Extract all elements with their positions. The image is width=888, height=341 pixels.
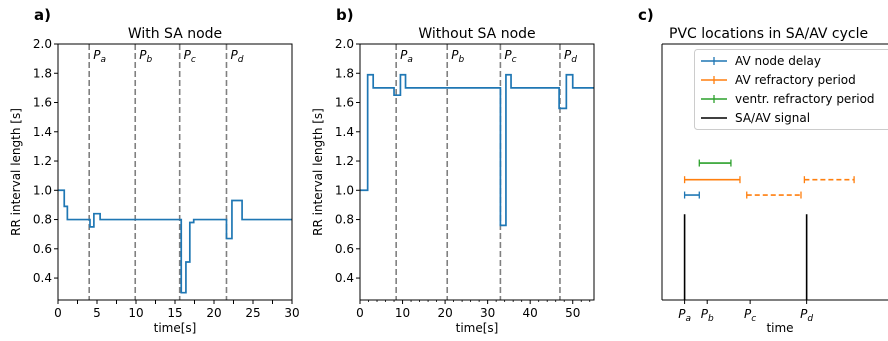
y-tick-label: 1.6 (335, 96, 354, 110)
x-tick-label: 0 (356, 306, 364, 320)
x-tick-label: Pd (800, 307, 813, 324)
y-tick-label: 1.0 (33, 183, 52, 197)
marker-label-subscript: d (238, 55, 244, 65)
y-tick-label: 0.4 (33, 271, 52, 285)
y-tick-label: 1.8 (33, 66, 52, 80)
marker-label-letter: P (139, 48, 147, 62)
x-tick-label-subscript: c (751, 314, 756, 324)
chart-title: With SA node (128, 26, 222, 42)
y-tick-label: 1.4 (335, 125, 354, 139)
x-tick-label: 25 (245, 306, 260, 320)
x-tick-label-subscript: b (708, 314, 714, 324)
marker-label-letter: P (504, 48, 512, 62)
marker-label-subscript: c (512, 55, 517, 65)
panel-label: a) (34, 6, 51, 24)
x-tick-label: Pa (678, 307, 691, 324)
y-tick-label: 2.0 (335, 37, 354, 51)
legend-label: SA/AV signal (735, 111, 810, 125)
y-tick-label: 0.6 (33, 242, 52, 256)
x-tick-label-subscript: a (685, 314, 691, 324)
x-tick-label: Pb (701, 307, 714, 324)
panel-label: b) (336, 6, 354, 24)
marker-label-subscript: b (146, 55, 152, 65)
legend: AV node delay AV refractory period ventr. … (694, 49, 888, 130)
x-tick-label-letter: P (701, 307, 709, 321)
y-axis-label: RR interval length [s] (311, 108, 325, 236)
x-tick-label-letter: P (678, 307, 686, 321)
y-tick-label: 0.8 (335, 213, 354, 227)
y-tick-label: 1.6 (33, 96, 52, 110)
y-tick-label: 1.0 (335, 183, 354, 197)
marker-label-letter: P (184, 48, 192, 62)
plot-frame (57, 43, 293, 301)
x-tick-label: 40 (523, 306, 538, 320)
y-tick-label: 1.2 (335, 154, 354, 168)
x-tick-label: 20 (437, 306, 452, 320)
x-tick-label: 15 (167, 306, 182, 320)
plot-frame (359, 43, 595, 301)
x-tick-label-letter: P (800, 307, 808, 321)
legend-box (694, 49, 888, 130)
marker-label-letter: P (400, 48, 408, 62)
panel-label: c) (638, 6, 654, 24)
x-axis-label: time (766, 321, 793, 335)
panel-b: b) Without SA node 0.4 0.6 0.8 1.0 1.2 1.4 1.6 1.… (311, 6, 595, 335)
y-axis-label: RR interval length [s] (9, 108, 23, 236)
marker-label-subscript: a (407, 55, 413, 65)
legend-label: AV refractory period (735, 73, 856, 87)
x-tick-label-letter: P (744, 307, 752, 321)
marker-label: Pd (230, 48, 243, 65)
x-tick-label: 10 (128, 306, 143, 320)
y-tick-label: 1.4 (33, 125, 52, 139)
marker-label: Pc (184, 48, 196, 65)
x-tick-label: 50 (565, 306, 580, 320)
y-tick-label: 2.0 (33, 37, 52, 51)
y-tick-label: 0.6 (335, 242, 354, 256)
marker-label-letter: P (451, 48, 459, 62)
x-tick-label: 30 (480, 306, 495, 320)
rr-series-line (58, 189, 292, 294)
marker-label-subscript: b (458, 55, 464, 65)
marker-label-letter: P (93, 48, 101, 62)
marker-label: Pb (451, 48, 464, 65)
marker-label: Pc (504, 48, 516, 65)
rr-series-line (360, 73, 594, 227)
x-tick-label-subscript: d (807, 314, 813, 324)
marker-label: Pd (564, 48, 577, 65)
y-tick-label: 0.4 (335, 271, 354, 285)
marker-label: Pa (400, 48, 413, 65)
marker-label-subscript: a (100, 55, 106, 65)
legend-label: AV node delay (735, 54, 821, 68)
marker-label-letter: P (564, 48, 572, 62)
x-axis-label: time[s] (456, 321, 499, 335)
x-tick-label: 5 (93, 306, 101, 320)
x-tick-label: 20 (206, 306, 221, 320)
x-tick-label: Pc (744, 307, 756, 324)
chart-title: PVC locations in SA/AV cycle (669, 26, 868, 42)
marker-label-subscript: c (191, 55, 196, 65)
x-tick-label: 0 (54, 306, 62, 320)
x-axis-label: time[s] (154, 321, 197, 335)
marker-label-subscript: d (571, 55, 577, 65)
chart-title: Without SA node (418, 26, 535, 42)
x-tick-label: 10 (395, 306, 410, 320)
legend-label: ventr. refractory period (735, 92, 875, 106)
x-tick-label: 30 (284, 306, 299, 320)
y-tick-label: 1.2 (33, 154, 52, 168)
y-tick-label: 1.8 (335, 66, 354, 80)
marker-label: Pb (139, 48, 152, 65)
marker-label: Pa (93, 48, 106, 65)
panel-a: a) With SA node 0.4 0.6 0.8 1.0 1.2 1.4 1.6 1.8 2.… (9, 6, 300, 335)
marker-label-letter: P (230, 48, 238, 62)
y-tick-label: 0.8 (33, 213, 52, 227)
